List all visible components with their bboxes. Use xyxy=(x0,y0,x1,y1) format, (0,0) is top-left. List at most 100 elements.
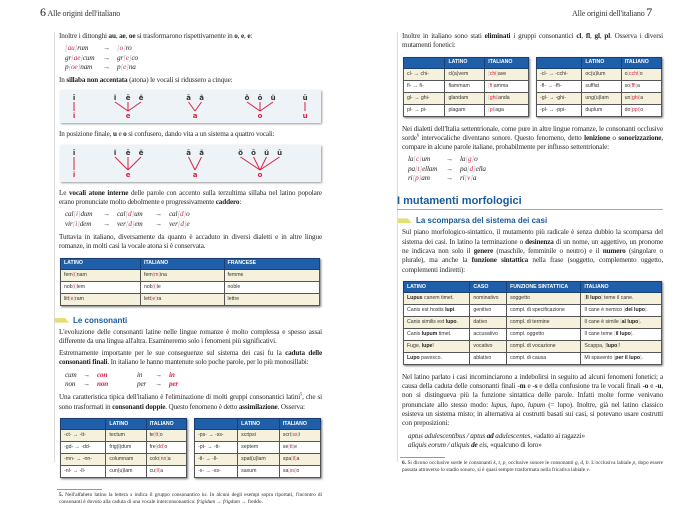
highlight: cchi xyxy=(629,70,639,77)
vowel-link xyxy=(114,156,129,171)
arrow-icon: → xyxy=(83,370,91,379)
table-cell: compl. di specificazione xyxy=(506,303,582,317)
example-line: aptus adulescentibus / aptus ad adulesce… xyxy=(408,431,585,440)
example-list: cum → con in → in non → non per → per xyxy=(65,371,322,390)
example-word: [au]rum xyxy=(65,44,89,53)
section-heading: Le consonanti xyxy=(55,316,322,326)
arrow-icon: → xyxy=(155,210,163,219)
result-vowel: e xyxy=(126,112,131,120)
table-row: pl- → pi-plagam [pi]aga xyxy=(402,103,529,117)
table-cell: -pl- → -ppi- xyxy=(535,103,583,117)
result-vowel: i xyxy=(73,112,75,120)
table-cell: ablativo xyxy=(469,351,508,365)
highlight: d xyxy=(128,210,132,219)
table-cell: compl. di vocazione xyxy=(506,339,582,353)
example-word: ri[p]am xyxy=(408,174,430,183)
table-row: -gl- → -ghi-ung(u)lam un[ghi]a xyxy=(535,91,663,105)
table-row: Canis lupum timet. accusativo compl. ogget… xyxy=(402,327,662,341)
result-vowel: a xyxy=(193,171,198,179)
table-cell: -ps- → -ss- xyxy=(193,428,239,442)
table-row: gl- → ghi-glandam [ghi]anda xyxy=(402,91,529,105)
highlight: fi xyxy=(489,82,493,89)
latin-vowel: ă xyxy=(199,94,204,102)
result-vowel: o xyxy=(258,171,263,179)
table-cell: gl- → ghi- xyxy=(402,91,446,105)
table-cell: do[ppi]o xyxy=(620,103,663,117)
highlight: e xyxy=(125,53,129,62)
vowel-diagram-svg: ī i ĭ ē ĕ e ā ă a ŏ ō ŭ ū o xyxy=(73,149,282,179)
table-cell: se[tt]e xyxy=(278,440,322,454)
table-cell: Canis est hostis lupi. xyxy=(402,303,471,317)
table-cell: [chi]ave xyxy=(484,67,529,81)
highlight: tt xyxy=(155,432,159,439)
result-vowel: a xyxy=(193,112,198,120)
footnote-rule xyxy=(400,457,445,459)
consonant-table-2: LATINO ITALIANO -cl- → -cchi-oc(u)lum o[cch… xyxy=(535,56,663,117)
marker-icon xyxy=(398,218,412,224)
table-cell: -ct- → -tt- xyxy=(59,428,107,442)
column-header: LATINO xyxy=(59,257,142,270)
table-cell: -tl- → -ll- xyxy=(193,452,239,466)
table-cell: scri[ss]i xyxy=(278,428,322,442)
table-cell: sa[ss]o xyxy=(278,464,322,478)
example-word: [o]ro xyxy=(117,44,132,53)
table-cell: cl(a)vem xyxy=(444,67,486,81)
vowel-link xyxy=(240,156,261,171)
table-cell: glandam xyxy=(444,91,486,105)
table-row: -mn- → -nn-columnam colo[nn]a xyxy=(59,452,188,466)
arrow-icon: → xyxy=(446,174,454,183)
vowel-link xyxy=(246,102,261,112)
example-word: p[e]na xyxy=(117,62,136,71)
table-cell: [pi]aga xyxy=(484,103,529,117)
example-word: ri[v]a xyxy=(460,174,477,183)
table-cell: noble xyxy=(223,280,321,294)
table-cell: fl- → fi- xyxy=(402,79,446,93)
vowel-link xyxy=(259,156,280,171)
arrow-icon: → xyxy=(155,370,163,379)
table-row: -ps- → -ss-scripsi scri[ss]i xyxy=(193,428,322,442)
example-row: cal[i]dum → cal[d]um → cal[d]o xyxy=(65,210,322,219)
example-row: cum → con in → in xyxy=(65,371,322,380)
highlight: d xyxy=(128,219,132,228)
table-cell: duplum xyxy=(581,103,622,117)
example-word: in xyxy=(137,370,143,379)
paragraph: Inoltre i dittonghi au, ae, oe si trasfo… xyxy=(59,32,253,40)
column-header: LATINO xyxy=(444,56,486,69)
latin-vowel: ā xyxy=(186,94,191,102)
column-header: CASO xyxy=(469,280,508,293)
example-word: pa[t]ellam xyxy=(408,164,438,173)
table-header-row: LATINO ITALIANO xyxy=(535,56,663,69)
result-vowel: i xyxy=(73,171,75,179)
example-word: in xyxy=(169,370,175,379)
example-word: p[oe]nam xyxy=(65,62,93,71)
table-row: -cl- → -cchi-oc(u)lum o[cchi]o xyxy=(535,67,663,81)
column-header xyxy=(535,56,583,69)
table-cell: Mi spavento [per il lupo]. xyxy=(580,351,662,365)
assimilation-table-1: LATINO ITALIANO -ct- → -tt-tectum te[tt]o -g… xyxy=(59,417,188,478)
latin-vowel: ō xyxy=(251,149,256,157)
column-header: ITALIANO xyxy=(620,56,663,69)
vowel-link xyxy=(194,102,202,112)
footnote-area: 6. Si dicono occlusive sorde le consonan… xyxy=(400,454,663,474)
paragraph: L'evoluzione delle consonanti latine nel… xyxy=(59,327,322,345)
column-header xyxy=(59,417,107,430)
table-cell: fem[m]ina xyxy=(140,268,225,282)
vowel-link xyxy=(194,156,202,171)
arrow-icon: → xyxy=(103,210,111,219)
highlight: oe xyxy=(71,62,78,71)
table-row: -x- → -ss-saxum sa[ss]o xyxy=(193,464,322,478)
table-cell: Fuge, lupe! xyxy=(402,339,471,353)
paragraph: In sillaba non accentata (atona) le voca… xyxy=(59,76,233,85)
example-word: per xyxy=(169,380,179,389)
highlight: dd xyxy=(157,444,163,451)
table-cell: o[cchi]o xyxy=(620,67,663,81)
section-heading-text: Le consonanti xyxy=(73,315,128,325)
paragraph: In posizione finale, u e o si confusero,… xyxy=(59,130,275,139)
section-heading: La scomparsa del sistema dei casi xyxy=(398,216,663,226)
vowel-link xyxy=(127,102,142,112)
column-header: LATINO xyxy=(237,417,280,430)
table-row: Fuge, lupe! vocativo compl. di vocazione Sc… xyxy=(402,339,662,353)
latin-vowel: ŏ xyxy=(238,149,243,157)
arrow-icon: → xyxy=(155,380,163,389)
table-cell: Lupo pavesco. xyxy=(402,351,471,365)
